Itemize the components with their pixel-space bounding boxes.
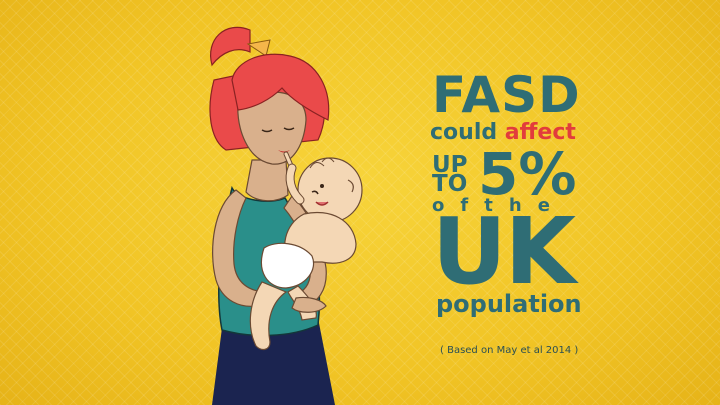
headline-uk: UK: [432, 198, 576, 305]
baby-diaper: [260, 242, 315, 289]
letter-o: o: [432, 195, 445, 216]
headline-fasd: FASD: [432, 66, 581, 124]
headline-to: TO: [432, 171, 468, 197]
headline-population: population: [436, 290, 582, 318]
mother-pants: [212, 318, 335, 405]
headline-up: UP: [432, 152, 468, 178]
headline-could: could: [430, 120, 505, 145]
mother-neck: [245, 159, 289, 202]
headline-could-affect: could affect: [430, 120, 576, 145]
citation: ( Based on May et al 2014 ): [440, 345, 579, 356]
mother-hair-front: [231, 53, 330, 121]
mother-ponytail: [210, 26, 251, 67]
letter-f: f: [460, 195, 469, 216]
headline-affect: affect: [504, 120, 576, 145]
headline-percent: 5%: [478, 140, 577, 208]
letter-t: t: [484, 195, 493, 216]
headline-of-the: o f t h e: [432, 195, 550, 216]
letter-h: h: [508, 195, 522, 216]
letter-e: e: [537, 195, 550, 216]
baby-legs: [249, 281, 288, 351]
